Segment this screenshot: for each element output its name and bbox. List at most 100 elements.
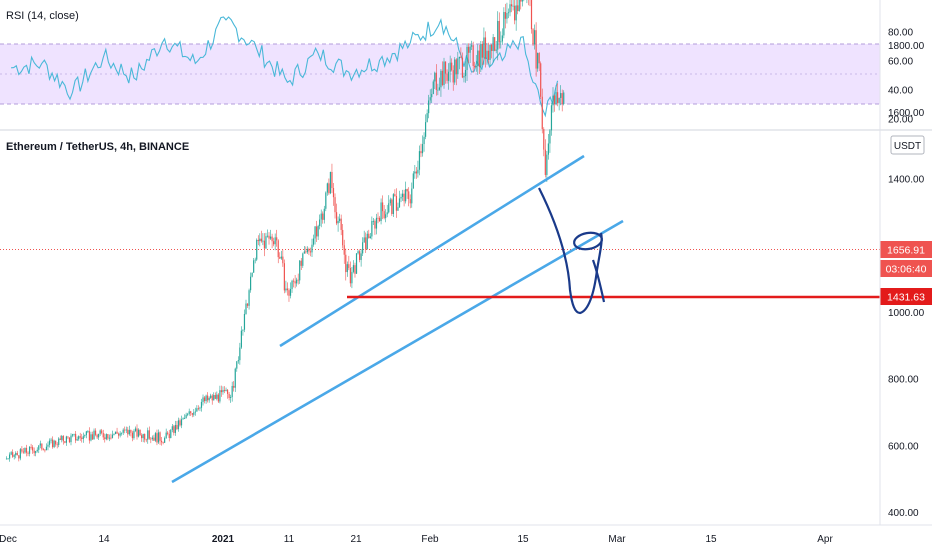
candle-body — [466, 46, 468, 71]
candle-body — [501, 35, 503, 42]
candle-body — [500, 41, 502, 43]
candle-body — [329, 171, 332, 194]
time-tick-label: Mar — [608, 534, 626, 545]
candle-body — [438, 87, 441, 90]
candle-body — [471, 45, 473, 47]
candle-body — [490, 44, 493, 51]
candle-body — [62, 435, 64, 442]
candle-body — [394, 194, 396, 197]
channel-lower-line[interactable] — [171, 219, 624, 484]
candle-body — [164, 438, 166, 443]
candle-body — [38, 445, 40, 450]
candle-body — [428, 100, 430, 114]
candle-body — [183, 418, 186, 420]
candle-body — [102, 433, 104, 438]
hand-drawn-curve[interactable] — [538, 187, 603, 315]
candle-body — [116, 431, 118, 434]
candle-body — [429, 97, 431, 101]
candle-body — [13, 455, 15, 457]
candle-body — [203, 397, 206, 402]
candle-body — [91, 434, 94, 440]
candle-body — [216, 394, 218, 399]
candle-body — [197, 408, 200, 410]
candle-body — [256, 239, 258, 260]
candle-body — [137, 429, 140, 437]
candle-body — [263, 240, 266, 249]
candle-body — [107, 434, 109, 439]
candle-body — [283, 263, 285, 291]
candle-body — [58, 438, 60, 445]
candle-body — [432, 81, 434, 95]
candle-body — [391, 199, 393, 214]
candle-body — [530, 0, 533, 30]
candle-body — [99, 430, 101, 434]
candle-body — [25, 447, 28, 453]
candle-body — [544, 149, 546, 175]
candle-body — [323, 208, 325, 220]
candle-body — [114, 431, 117, 434]
candle-body — [375, 217, 378, 229]
candle-body — [541, 96, 543, 130]
candle-body — [498, 20, 500, 43]
candle-body — [179, 420, 181, 426]
candle-body — [411, 188, 413, 204]
price-tick-label: 1600.00 — [888, 108, 925, 119]
candle-body — [378, 217, 381, 222]
candle-body — [339, 218, 341, 221]
candle-body — [45, 446, 48, 451]
candle-body — [400, 196, 402, 199]
rsi-tick-label: 40.00 — [888, 86, 913, 97]
time-axis[interactable]: Dec 14 2021 11 21 Feb 15 Mar 15 Apr — [0, 534, 833, 545]
rsi-axis: 80.00 60.00 40.00 20.00 — [888, 28, 913, 126]
candle-body — [230, 397, 232, 399]
price-tick-label: 1000.00 — [888, 308, 925, 319]
candle-body — [346, 264, 348, 273]
candle-body — [365, 237, 367, 250]
candle-body — [467, 46, 470, 53]
candle-body — [239, 347, 241, 361]
currency-badge[interactable]: USDT — [890, 135, 925, 155]
candle-body — [90, 434, 92, 441]
candle-body — [165, 432, 167, 439]
candle-body — [5, 458, 8, 460]
candle-body — [210, 395, 212, 398]
candle-body — [211, 395, 213, 401]
candle-body — [448, 71, 450, 81]
candle-body — [557, 92, 559, 103]
hand-drawn-arrow[interactable] — [591, 259, 606, 303]
candle-body — [231, 385, 233, 398]
candle-body — [41, 443, 43, 450]
candle-body — [180, 419, 183, 426]
candle-body — [28, 446, 31, 454]
candle-body — [517, 5, 519, 12]
hand-drawn-circle[interactable] — [573, 231, 603, 252]
candle-body — [234, 368, 236, 388]
candle-body — [262, 240, 264, 242]
candle-body — [403, 193, 405, 202]
candle-body — [282, 256, 284, 264]
candle-body — [334, 197, 336, 213]
candle-body — [188, 411, 190, 414]
candle-body — [223, 389, 226, 391]
candle-body — [202, 397, 204, 402]
candle-body — [414, 171, 416, 174]
candle-body — [294, 281, 296, 284]
candle-body — [374, 220, 376, 229]
candle-body — [48, 440, 51, 445]
candle-body — [65, 436, 67, 443]
candle-body — [478, 50, 480, 67]
candle-body — [219, 390, 221, 402]
channel-upper-line[interactable] — [279, 154, 585, 348]
candle-body — [348, 264, 350, 268]
candle-body — [157, 432, 160, 443]
candle-body — [540, 63, 542, 97]
candle-body — [472, 45, 474, 66]
candle-body — [441, 70, 444, 86]
candle-body — [506, 13, 508, 19]
candle-body — [94, 430, 97, 435]
time-tick-label: 11 — [284, 534, 295, 545]
candle-body — [85, 431, 87, 436]
candle-body — [398, 198, 401, 208]
candle-body — [543, 129, 545, 150]
